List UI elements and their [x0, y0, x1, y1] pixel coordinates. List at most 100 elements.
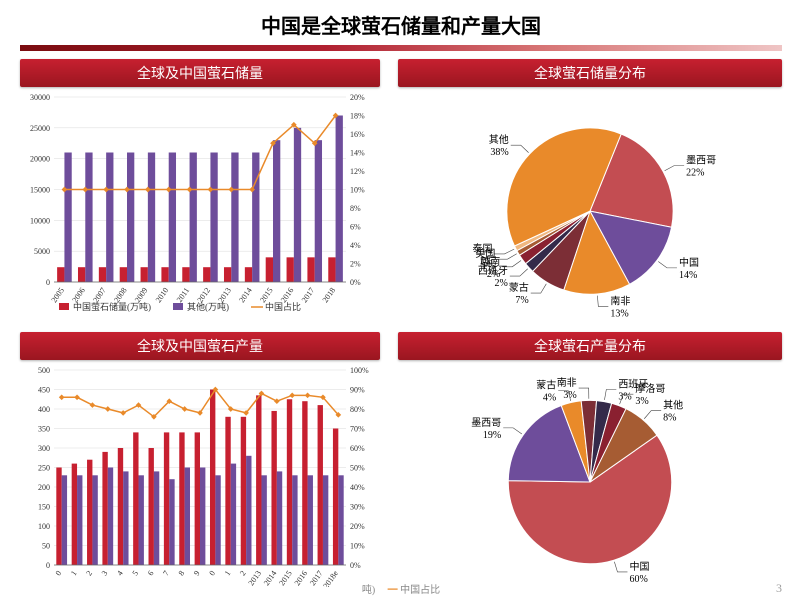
- svg-text:8%: 8%: [350, 204, 361, 213]
- svg-text:25000: 25000: [30, 124, 50, 133]
- svg-text:19%: 19%: [483, 430, 501, 441]
- svg-text:30000: 30000: [30, 93, 50, 102]
- svg-text:50: 50: [42, 542, 50, 551]
- svg-text:其他: 其他: [489, 133, 509, 146]
- svg-text:其他: 其他: [663, 399, 683, 412]
- svg-text:70%: 70%: [350, 425, 365, 434]
- svg-text:中国占比: 中国占比: [265, 301, 301, 312]
- svg-text:0: 0: [54, 569, 64, 577]
- svg-text:10%: 10%: [350, 186, 365, 195]
- svg-text:0: 0: [46, 278, 50, 287]
- svg-text:15000: 15000: [30, 186, 50, 195]
- svg-text:南非: 南非: [557, 376, 577, 389]
- svg-text:6: 6: [146, 569, 156, 577]
- svg-text:泰国: 泰国: [472, 242, 492, 255]
- svg-text:2018: 2018: [321, 286, 338, 304]
- svg-text:0: 0: [207, 569, 217, 577]
- svg-text:2014: 2014: [262, 569, 279, 587]
- svg-text:250: 250: [38, 464, 50, 473]
- svg-text:8: 8: [177, 569, 187, 577]
- footer-legend: 吨) ━ 中国占比: [362, 581, 440, 596]
- svg-text:3%: 3%: [563, 390, 576, 401]
- title-bar: [20, 45, 782, 51]
- svg-text:90%: 90%: [350, 386, 365, 395]
- svg-text:16%: 16%: [350, 130, 365, 139]
- svg-text:6%: 6%: [350, 223, 361, 232]
- svg-text:80%: 80%: [350, 405, 365, 414]
- svg-text:2014: 2014: [237, 286, 254, 304]
- panel-header: 全球萤石储量分布: [398, 59, 782, 87]
- svg-text:4%: 4%: [350, 241, 361, 250]
- svg-text:3%: 3%: [635, 396, 648, 407]
- svg-text:9: 9: [192, 569, 202, 577]
- svg-text:2005: 2005: [50, 286, 67, 304]
- svg-text:1: 1: [223, 569, 233, 577]
- svg-text:500: 500: [38, 366, 50, 375]
- panel-reserves-bar: 全球及中国萤石储量 0 5000 10000 15000 20000 25000 30000…: [20, 59, 380, 322]
- svg-text:0: 0: [46, 561, 50, 570]
- svg-text:60%: 60%: [629, 574, 647, 585]
- svg-text:4: 4: [115, 569, 125, 577]
- svg-text:18%: 18%: [350, 112, 365, 121]
- panel-reserves-pie: 全球萤石储量分布 墨西哥22%中国14%南非13%蒙古7%西班牙2%越南2%美国…: [398, 59, 782, 322]
- svg-text:中国: 中国: [679, 256, 699, 269]
- reserves-pie-chart: 墨西哥22%中国14%南非13%蒙古7%西班牙2%越南2%美国1%泰国1%其他3…: [398, 91, 782, 326]
- page-title: 中国是全球萤石储量和产量大国: [20, 10, 782, 39]
- svg-text:300: 300: [38, 444, 50, 453]
- svg-text:7: 7: [161, 569, 171, 577]
- footer-tail: 吨): [362, 585, 375, 596]
- svg-text:40%: 40%: [350, 483, 365, 492]
- svg-text:100%: 100%: [350, 366, 369, 375]
- panel-header: 全球萤石产量分布: [398, 332, 782, 360]
- svg-text:50%: 50%: [350, 464, 365, 473]
- svg-text:1%: 1%: [479, 256, 492, 267]
- svg-text:2010: 2010: [154, 286, 171, 304]
- svg-text:2017: 2017: [300, 286, 317, 304]
- svg-text:150: 150: [38, 503, 50, 512]
- svg-text:中国: 中国: [629, 560, 649, 573]
- svg-text:2018e: 2018e: [321, 569, 340, 587]
- svg-text:其他(万吨): 其他(万吨): [187, 301, 229, 312]
- svg-text:墨西哥: 墨西哥: [471, 417, 501, 429]
- svg-text:10000: 10000: [30, 216, 50, 225]
- svg-text:摩洛哥: 摩洛哥: [635, 382, 665, 395]
- svg-text:30%: 30%: [350, 503, 365, 512]
- svg-text:20000: 20000: [30, 155, 50, 164]
- svg-text:8%: 8%: [663, 413, 676, 424]
- svg-text:12%: 12%: [350, 167, 365, 176]
- panel-production-pie: 全球萤石产量分布 中国60%墨西哥19%蒙古4%南非3%西班牙3%摩洛哥3%其他…: [398, 332, 782, 591]
- svg-text:400: 400: [38, 405, 50, 414]
- svg-text:2013: 2013: [247, 569, 264, 587]
- footer-line-label: 中国占比: [400, 585, 440, 596]
- svg-text:14%: 14%: [679, 270, 697, 281]
- svg-text:5000: 5000: [34, 247, 50, 256]
- svg-text:13%: 13%: [610, 308, 628, 319]
- svg-text:3: 3: [100, 569, 110, 577]
- svg-text:7%: 7%: [515, 295, 528, 306]
- svg-text:2: 2: [238, 569, 248, 577]
- svg-text:蒙古: 蒙古: [509, 281, 529, 294]
- svg-text:200: 200: [38, 483, 50, 492]
- svg-text:0%: 0%: [350, 278, 361, 287]
- page-number: 3: [776, 581, 782, 596]
- svg-text:20%: 20%: [350, 522, 365, 531]
- svg-text:2%: 2%: [350, 260, 361, 269]
- svg-text:2: 2: [84, 569, 94, 577]
- panel-header: 全球及中国萤石产量: [20, 332, 380, 360]
- production-pie-chart: 中国60%墨西哥19%蒙古4%南非3%西班牙3%摩洛哥3%其他8%: [398, 364, 782, 595]
- svg-text:60%: 60%: [350, 444, 365, 453]
- svg-text:38%: 38%: [490, 147, 508, 158]
- svg-text:墨西哥: 墨西哥: [686, 155, 716, 167]
- svg-text:2016: 2016: [293, 569, 310, 587]
- svg-text:100: 100: [38, 522, 50, 531]
- panel-header: 全球及中国萤石储量: [20, 59, 380, 87]
- svg-text:4%: 4%: [543, 393, 556, 404]
- svg-text:南非: 南非: [610, 294, 630, 307]
- svg-text:450: 450: [38, 386, 50, 395]
- svg-text:2015: 2015: [277, 569, 294, 587]
- svg-text:14%: 14%: [350, 149, 365, 158]
- svg-text:5: 5: [130, 569, 140, 577]
- svg-text:20%: 20%: [350, 93, 365, 102]
- svg-text:中国萤石储量(万吨): 中国萤石储量(万吨): [73, 301, 151, 312]
- reserves-bar-chart: 0 5000 10000 15000 20000 25000 30000 0% 2% 4% 6% 8%…: [20, 91, 380, 326]
